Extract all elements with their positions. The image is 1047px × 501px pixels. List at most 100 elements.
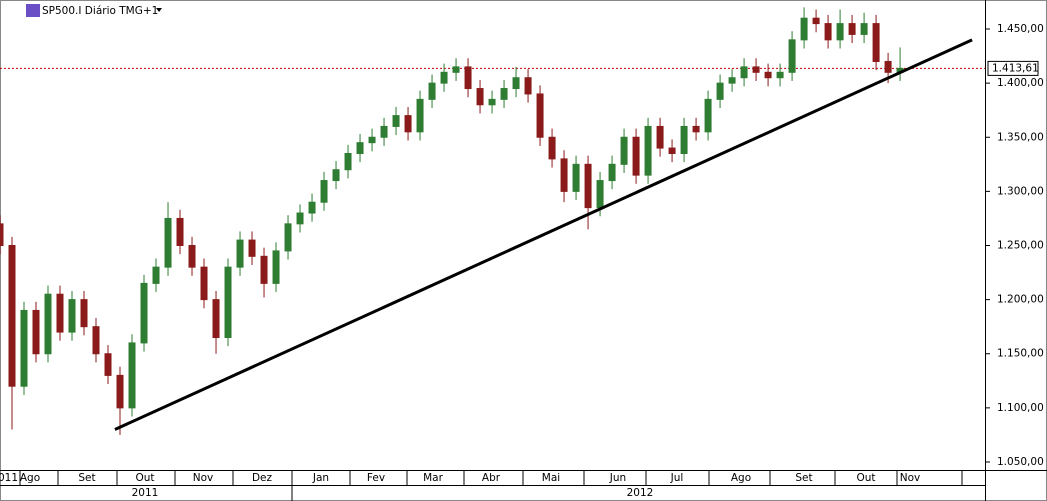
candle-body: [32, 309, 40, 355]
y-tick-label: 1.100,00: [997, 402, 1044, 414]
candle-body: [692, 125, 700, 133]
candle-body: [188, 244, 196, 268]
candle-body: [20, 309, 28, 387]
candle-body: [92, 326, 100, 355]
month-label: Out: [135, 472, 154, 484]
candle-body: [836, 23, 844, 41]
candle-body: [104, 353, 112, 376]
month-label: Ago: [20, 472, 40, 484]
candle-body: [428, 82, 436, 100]
month-label: Dez: [252, 472, 273, 484]
candle-body: [56, 293, 64, 333]
candle-body: [500, 88, 508, 100]
symbol-icon: [26, 4, 40, 17]
candle-body: [728, 77, 736, 84]
candle-body: [752, 66, 760, 73]
candle-body: [656, 125, 664, 149]
candle-body: [344, 152, 352, 171]
candle-body: [392, 115, 400, 127]
candle-body: [212, 299, 220, 339]
y-tick-label: 1.250,00: [997, 239, 1044, 251]
last-price-label: 1.413,61: [992, 62, 1039, 74]
candle-body: [800, 17, 808, 41]
candle-body: [644, 125, 652, 176]
candle-body: [548, 136, 556, 160]
candle-body: [236, 239, 244, 268]
month-label: 011: [0, 472, 18, 484]
y-tick-label: 1.150,00: [997, 348, 1044, 360]
candle-body: [464, 66, 472, 90]
month-label: Nov: [193, 472, 214, 484]
y-tick-label: 1.350,00: [997, 131, 1044, 143]
candle-body: [320, 180, 328, 203]
candle-body: [332, 169, 340, 182]
y-tick-label: 1.300,00: [997, 185, 1044, 197]
candle-body: [788, 39, 796, 73]
month-label: Jun: [609, 472, 626, 484]
month-label: Out: [856, 472, 875, 484]
month-label: Jul: [670, 472, 684, 484]
candle-body: [716, 82, 724, 100]
candle-body: [116, 374, 124, 409]
candle-body: [848, 23, 856, 35]
candle-body: [476, 88, 484, 106]
year-label: 2011: [132, 487, 159, 499]
candle-body: [296, 212, 304, 225]
candle-body: [80, 299, 88, 328]
y-tick-label: 1.400,00: [997, 77, 1044, 89]
candle-body: [560, 158, 568, 192]
candle-body: [884, 60, 892, 73]
candle-body: [512, 77, 520, 90]
last-price-box: [987, 60, 1039, 76]
candle-body: [272, 250, 280, 284]
candle-body: [152, 266, 160, 284]
candle-body: [452, 66, 460, 73]
candle-body: [536, 93, 544, 138]
month-label: Set: [78, 472, 95, 484]
candle-body: [380, 125, 388, 138]
candle-body: [260, 255, 268, 284]
candle-body: [356, 142, 364, 154]
candle-body: [488, 98, 496, 106]
candle-body: [8, 244, 16, 387]
candle-body: [860, 23, 868, 35]
month-label: Set: [795, 472, 812, 484]
candle-body: [404, 115, 412, 133]
candle-body: [176, 217, 184, 246]
month-label: Fev: [367, 472, 385, 484]
y-tick-label: 1.050,00: [997, 456, 1044, 468]
candle-body: [596, 180, 604, 209]
candle-body: [764, 71, 772, 79]
candle-body: [704, 98, 712, 133]
candle-body: [0, 223, 4, 246]
month-label: Ago: [731, 472, 751, 484]
candle-body: [68, 299, 76, 333]
candle-body: [776, 71, 784, 79]
year-label: 2012: [627, 487, 654, 499]
month-label: Jan: [312, 472, 329, 484]
month-label: Mai: [542, 472, 560, 484]
candle-body: [308, 201, 316, 214]
candle-body: [620, 136, 628, 165]
candle-body: [284, 223, 292, 252]
candle-body: [572, 163, 580, 192]
candle-body: [224, 266, 232, 339]
candle-body: [740, 66, 748, 79]
chart-title[interactable]: SP500.I Diário TMG+1: [42, 5, 158, 17]
dropdown-arrow[interactable]: [156, 8, 162, 12]
candle-body: [632, 136, 640, 176]
candle-body: [200, 266, 208, 301]
y-tick-label: 1.200,00: [997, 294, 1044, 306]
candle-body: [524, 77, 532, 95]
candle-body: [248, 239, 256, 257]
candle-body: [668, 147, 676, 154]
candle-body: [824, 23, 832, 41]
candle-body: [44, 293, 52, 355]
month-label: Mar: [423, 472, 443, 484]
candle-body: [872, 23, 880, 62]
candle-body: [608, 163, 616, 182]
month-label: Nov: [900, 472, 921, 484]
